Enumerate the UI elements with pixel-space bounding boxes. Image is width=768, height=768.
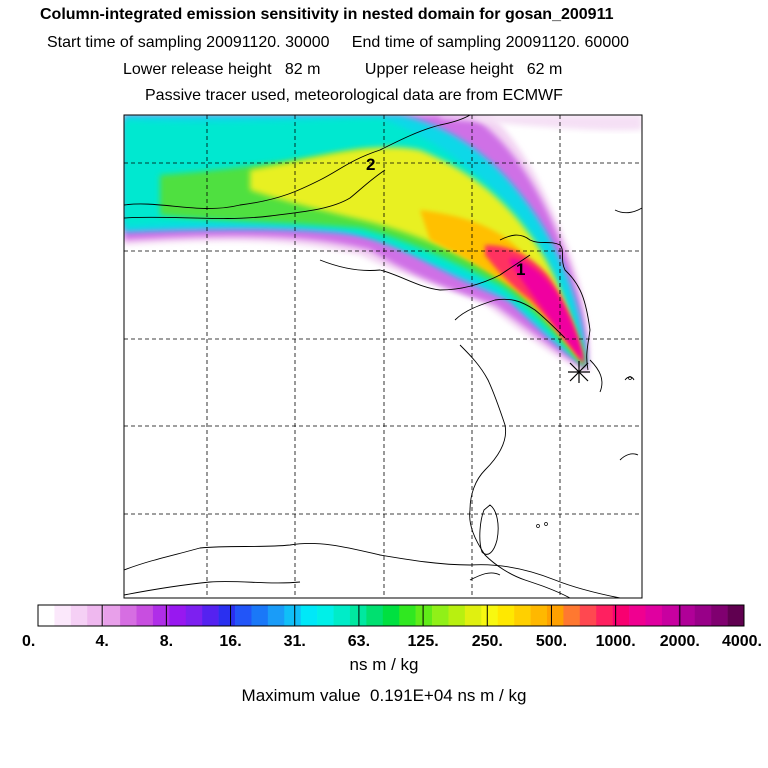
colorbar-tick-label: 2000. — [660, 633, 700, 650]
colorbar-cell — [70, 605, 88, 626]
colorbar-cell — [432, 605, 449, 626]
colorbar-cell — [300, 605, 318, 626]
colorbar-cell — [284, 605, 301, 626]
colorbar-cell — [481, 605, 499, 626]
colorbar-tick-label: 8. — [160, 633, 173, 650]
map-frame — [123, 114, 643, 599]
colorbar-cell — [514, 605, 531, 626]
colorbar-cell — [530, 605, 548, 626]
island — [536, 524, 540, 528]
colorbar-cell — [202, 605, 219, 626]
colorbar-cell — [120, 605, 137, 626]
sampling-time-line: Start time of sampling 20091120. 30000 E… — [47, 34, 630, 51]
taiwan-outline — [479, 504, 499, 555]
colorbar-cell — [399, 605, 416, 626]
colorbar-tick-label: 250. — [472, 633, 503, 650]
island — [544, 522, 548, 526]
colorbar-cell — [596, 605, 613, 626]
colorbar-cell — [497, 605, 515, 626]
colorbar-cell — [169, 605, 187, 626]
model-info-line: Passive tracer used, meteorological data… — [145, 87, 563, 104]
release-height-line: Lower release height 82 m Upper release … — [123, 61, 563, 78]
colorbar-cell — [678, 605, 696, 626]
plot-title: Column-integrated emission sensitivity i… — [40, 6, 614, 23]
colorbar-cell — [661, 605, 679, 626]
colorbar-cell — [546, 605, 564, 626]
colorbar-tick-label: 16. — [219, 633, 241, 650]
colorbar: 0. 4. 8. 16. 31. 63. 125. 250. 500. 1000. 2000. 400… — [22, 604, 762, 650]
colorbar-cell — [251, 605, 269, 626]
colorbar-cell — [136, 605, 154, 626]
colorbar-cell — [317, 605, 334, 626]
trajectory-label-1: 1 — [516, 260, 525, 279]
colorbar-cell — [38, 605, 55, 626]
colorbar-units: ns m / kg — [349, 655, 419, 674]
colorbar-cell — [54, 605, 72, 626]
colorbar-cell — [382, 605, 400, 626]
colorbar-cell — [103, 605, 121, 626]
colorbar-cell — [645, 605, 663, 626]
colorbar-tick-label: 0. — [22, 633, 35, 650]
colorbar-cell — [415, 605, 433, 626]
colorbar-cell — [563, 605, 581, 626]
colorbar-cell — [366, 605, 384, 626]
colorbar-cell — [464, 605, 482, 626]
star-icon — [568, 361, 590, 383]
colorbar-cell — [235, 605, 252, 626]
colorbar-cell — [87, 605, 104, 626]
island — [628, 376, 632, 380]
colorbar-cell — [152, 605, 170, 626]
colorbar-tick-label: 125. — [408, 633, 439, 650]
colorbar-cell — [267, 605, 285, 626]
colorbar-cell — [711, 605, 728, 626]
colorbar-cell — [448, 605, 466, 626]
colorbar-cell — [629, 605, 646, 626]
colorbar-tick-label: 31. — [284, 633, 306, 650]
colorbar-cell — [333, 605, 351, 626]
colorbar-cell — [727, 605, 745, 626]
colorbar-cell — [349, 605, 367, 626]
colorbar-tick-label: 63. — [348, 633, 370, 650]
trajectory-label-2: 2 — [366, 155, 375, 174]
colorbar-cell — [612, 605, 630, 626]
colorbar-frame — [37, 604, 745, 627]
colorbar-tick-label: 4000. — [722, 633, 762, 650]
colorbar-tick-label: 500. — [536, 633, 567, 650]
colorbar-cell — [694, 605, 712, 626]
colorbar-cell — [579, 605, 597, 626]
coastline-borders — [124, 115, 642, 598]
colorbar-cell — [218, 605, 236, 626]
colorbar-tick-label: 4. — [96, 633, 109, 650]
colorbar-tick-label: 1000. — [596, 633, 636, 650]
maximum-value: Maximum value 0.191E+04 ns m / kg — [241, 686, 527, 705]
graticule — [124, 115, 642, 598]
colorbar-cell — [185, 605, 203, 626]
